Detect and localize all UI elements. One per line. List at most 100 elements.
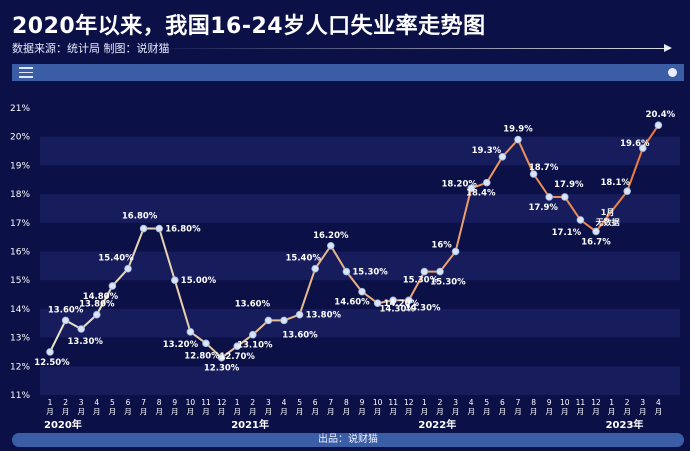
data-label: 15.40% xyxy=(285,254,321,264)
year-label: 2023年 xyxy=(606,418,644,431)
data-point xyxy=(342,267,351,276)
data-label: 16.80% xyxy=(165,225,201,235)
hamburger-menu-icon[interactable] xyxy=(19,67,33,78)
data-point xyxy=(311,264,320,273)
data-point xyxy=(249,330,257,339)
y-tick-label: 13% xyxy=(10,334,30,344)
y-tick-label: 19% xyxy=(10,161,30,171)
data-point xyxy=(46,348,54,356)
data-label: 18.1% xyxy=(600,178,630,188)
data-label: 14.30% xyxy=(405,303,441,313)
data-label: 14.20% xyxy=(384,299,420,309)
data-point xyxy=(498,152,507,161)
data-point xyxy=(467,184,476,193)
data-label: 14.60% xyxy=(334,298,370,308)
data-label: 14.30% xyxy=(379,304,415,314)
data-label: 15.40% xyxy=(98,254,134,264)
data-point xyxy=(545,193,553,201)
grid-band xyxy=(40,136,680,166)
data-point xyxy=(529,170,538,178)
data-point xyxy=(576,216,585,224)
data-point xyxy=(436,267,444,276)
data-label: 20.4% xyxy=(646,110,676,120)
data-point xyxy=(61,316,70,325)
data-label: 15.00% xyxy=(181,276,217,286)
data-label: 13.30% xyxy=(67,337,103,347)
y-tick-label: 14% xyxy=(10,305,30,315)
data-label: 12.80% xyxy=(184,351,220,361)
x-tick-label: 10 月 xyxy=(373,398,383,416)
x-tick-label: 10 月 xyxy=(186,398,196,416)
y-tick-label: 20% xyxy=(10,133,30,143)
data-label: 16.7% xyxy=(581,237,611,247)
year-label: 2020年 xyxy=(44,418,82,431)
data-label: 12.30% xyxy=(204,364,240,374)
toolbar xyxy=(12,64,684,81)
data-label: 19.3% xyxy=(472,146,502,156)
data-point xyxy=(592,227,600,236)
data-point xyxy=(451,247,460,256)
data-point xyxy=(638,144,647,152)
data-label: 13.80% xyxy=(79,300,115,310)
x-tick-label: 11 月 xyxy=(201,398,211,416)
data-point xyxy=(155,224,164,233)
data-label: 13.60% xyxy=(48,305,84,315)
data-label: 16.80% xyxy=(122,212,158,222)
x-tick-label: 11 月 xyxy=(388,398,398,416)
data-point xyxy=(108,282,117,290)
y-tick-label: 21% xyxy=(10,104,30,114)
data-point xyxy=(420,267,429,276)
data-point xyxy=(124,264,132,273)
y-tick-label: 17% xyxy=(10,219,30,229)
data-label: 13.60% xyxy=(235,299,271,309)
footer-credit: 出品：说财猫 xyxy=(12,433,684,447)
data-label: 13.80% xyxy=(306,311,342,321)
title-divider xyxy=(170,48,670,49)
y-tick-label: 18% xyxy=(10,190,30,200)
y-tick-label: 11% xyxy=(10,391,30,401)
arrow-right-icon xyxy=(664,44,672,52)
data-point xyxy=(202,339,210,348)
data-point xyxy=(654,121,663,130)
y-tick-label: 16% xyxy=(10,248,30,258)
x-tick-label: 12 月 xyxy=(217,398,227,416)
annotation-label: 1月无数据 xyxy=(595,208,620,227)
data-label: 16% xyxy=(431,241,452,251)
data-label: 13.20% xyxy=(163,340,199,350)
data-label: 15.30% xyxy=(352,268,388,278)
year-label: 2021年 xyxy=(231,418,269,431)
data-point xyxy=(280,316,288,325)
data-label: 15.30% xyxy=(430,278,466,288)
data-point xyxy=(623,187,631,196)
x-tick-label: 12 月 xyxy=(591,398,601,416)
data-point xyxy=(514,135,522,144)
data-point xyxy=(358,287,366,296)
chart-title: 2020年以来，我国16-24岁人口失业率走势图 xyxy=(12,14,486,39)
data-label: 19.6% xyxy=(620,139,650,149)
data-point xyxy=(482,178,491,187)
data-label: 18.4% xyxy=(466,189,496,199)
data-label: 18.20% xyxy=(441,179,477,189)
